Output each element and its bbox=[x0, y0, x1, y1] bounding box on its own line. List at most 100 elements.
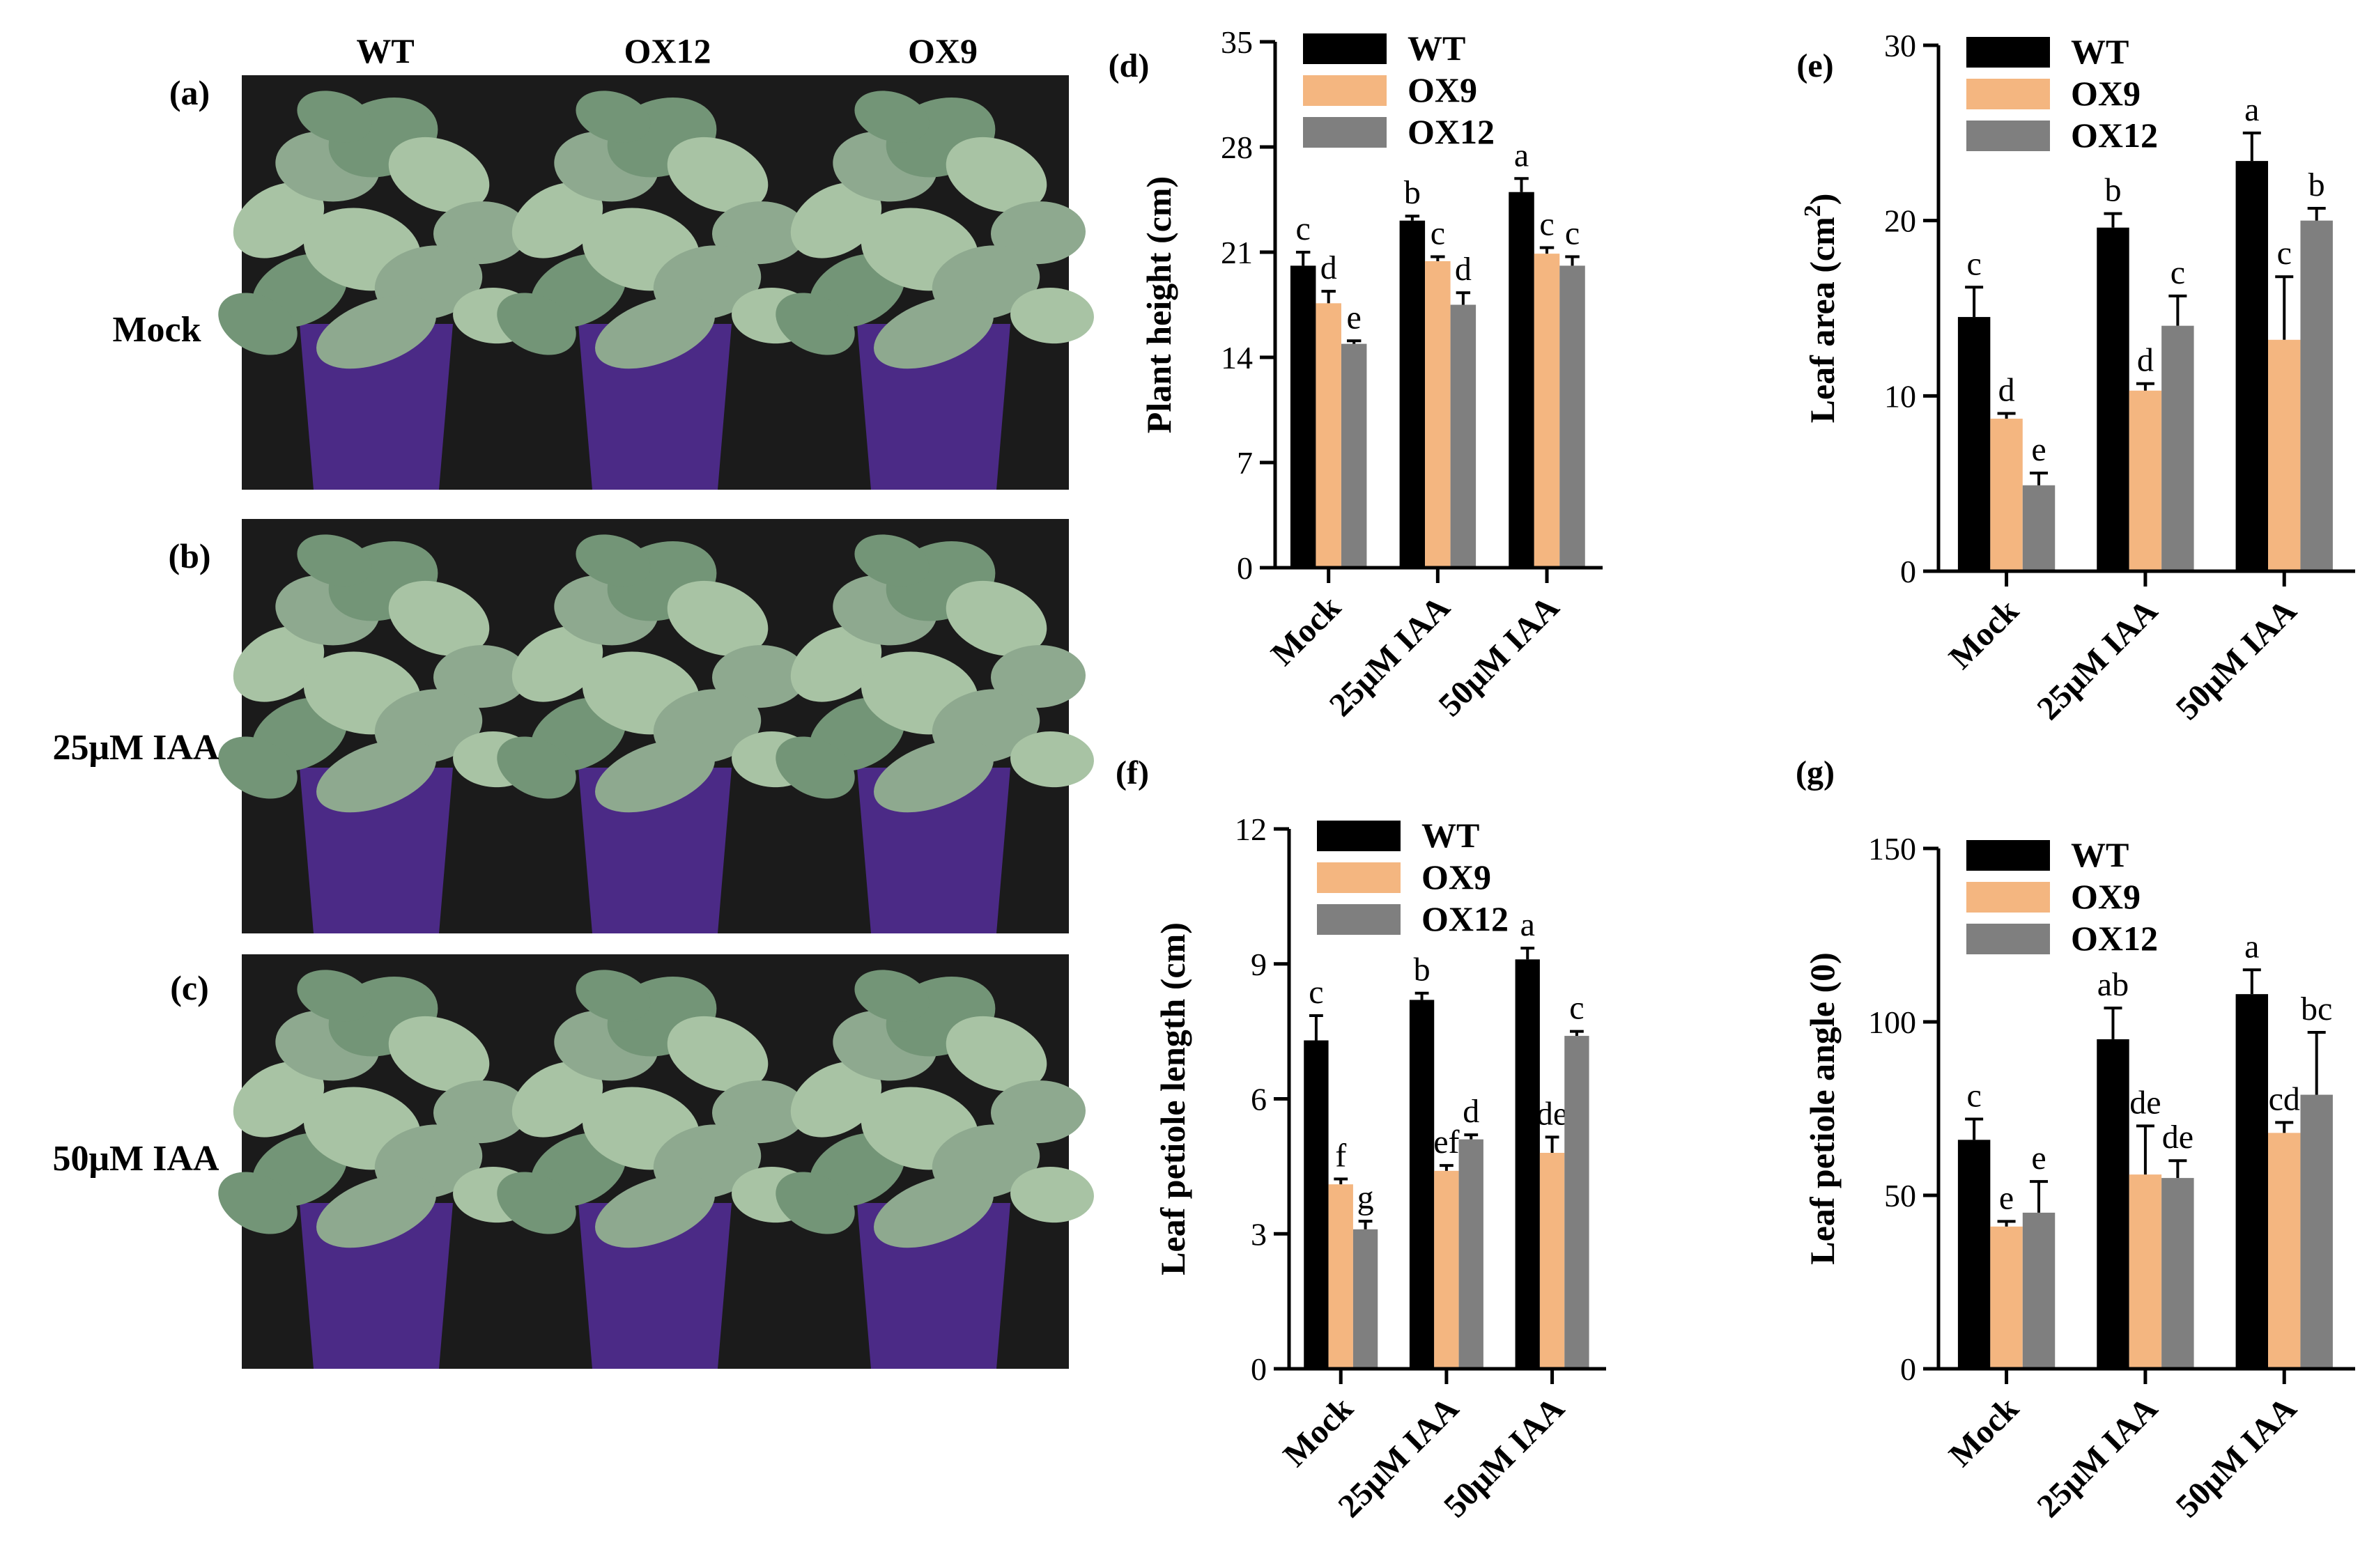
panel-label: (g) bbox=[1796, 754, 1835, 791]
legend-swatch-ox12 bbox=[1317, 904, 1401, 935]
y-axis-label-text: Plant height (cm) bbox=[1139, 176, 1178, 433]
leaf bbox=[497, 1172, 576, 1234]
leaf bbox=[511, 1061, 603, 1138]
leaf bbox=[497, 736, 576, 799]
legend-label-ox12: OX12 bbox=[1408, 112, 1495, 151]
column-header-ox9: OX9 bbox=[908, 31, 978, 70]
legend-label-wt: WT bbox=[2071, 835, 2129, 874]
bar-ox9-1 bbox=[2129, 390, 2162, 571]
legend-swatch-ox12 bbox=[1966, 121, 2050, 151]
y-axis-label-text: Leaf area (cm bbox=[1803, 217, 1842, 423]
significance-letter: c bbox=[1309, 974, 1323, 1011]
leaf bbox=[316, 1174, 436, 1248]
significance-letter: b bbox=[1404, 174, 1421, 211]
y-tick-label: 3 bbox=[1251, 1216, 1267, 1252]
leaf bbox=[1010, 1167, 1094, 1223]
leaf bbox=[388, 580, 490, 656]
significance-letter: e bbox=[2031, 431, 2046, 468]
legend-swatch-wt bbox=[1966, 37, 2050, 68]
y-tick-label: 28 bbox=[1221, 130, 1253, 165]
leaf bbox=[790, 1061, 882, 1138]
bar-ox12-0 bbox=[1341, 343, 1367, 568]
leaf bbox=[946, 1016, 1047, 1092]
leaf bbox=[316, 739, 436, 813]
bar-ox9-0 bbox=[1316, 303, 1341, 568]
legend-swatch-ox9 bbox=[1303, 75, 1387, 106]
bar-ox9-1 bbox=[2129, 1174, 2162, 1369]
leaf bbox=[946, 580, 1047, 656]
significance-letter: c bbox=[1569, 990, 1584, 1027]
leaf bbox=[946, 137, 1047, 212]
leaf bbox=[790, 182, 882, 258]
plant-foliage bbox=[218, 970, 537, 1248]
plant-foliage bbox=[497, 91, 815, 369]
bar-ox12-1 bbox=[2161, 1178, 2194, 1369]
significance-letter: de bbox=[2129, 1084, 2161, 1121]
leaf bbox=[991, 645, 1086, 708]
plant-foliage bbox=[776, 534, 1094, 813]
leaf bbox=[1010, 731, 1094, 788]
bar-ox12-1 bbox=[1450, 304, 1477, 568]
significance-letter: c bbox=[1966, 1077, 1981, 1114]
legend-label-ox9: OX9 bbox=[2071, 877, 2141, 916]
y-tick-label: 14 bbox=[1221, 340, 1253, 375]
significance-letter: c bbox=[1296, 210, 1311, 247]
bar-ox9-2 bbox=[2268, 1133, 2301, 1369]
significance-letter: e bbox=[2031, 1140, 2046, 1177]
panel-label: (f) bbox=[1116, 754, 1149, 791]
significance-letter: c bbox=[1565, 215, 1580, 251]
y-axis-label-close: ) bbox=[1803, 194, 1842, 205]
significance-letter: c bbox=[2171, 254, 2185, 291]
legend-label-ox12: OX12 bbox=[2071, 919, 2158, 958]
y-axis-label-text: Leaf petiole angle (0) bbox=[1803, 952, 1842, 1265]
y-tick-label: 30 bbox=[1884, 28, 1916, 63]
legend-label-wt: WT bbox=[2071, 32, 2129, 71]
y-tick-label: 21 bbox=[1221, 235, 1253, 270]
row-label: 50μM IAA bbox=[53, 1139, 219, 1179]
leaf bbox=[433, 201, 528, 265]
legend-swatch-ox9 bbox=[1966, 79, 2050, 109]
leaf bbox=[874, 1174, 994, 1248]
significance-letter: e bbox=[1999, 1179, 2014, 1216]
bar-ox9-1 bbox=[1434, 1170, 1459, 1369]
panel-label: (d) bbox=[1109, 47, 1150, 84]
leaf bbox=[1010, 288, 1094, 344]
leaf bbox=[218, 736, 298, 799]
column-header-ox12: OX12 bbox=[624, 31, 711, 70]
leaf bbox=[667, 1016, 769, 1092]
leaf bbox=[854, 970, 930, 1022]
leaf bbox=[511, 626, 603, 702]
significance-letter: a bbox=[2244, 928, 2259, 965]
legend-swatch-ox12 bbox=[1966, 924, 2050, 954]
significance-letter: d bbox=[1998, 372, 2015, 409]
bar-ox9-2 bbox=[1534, 254, 1560, 568]
significance-letter: de bbox=[1536, 1095, 1568, 1132]
leaf bbox=[854, 534, 930, 587]
plant-foliage bbox=[497, 534, 815, 813]
bar-ox12-2 bbox=[2300, 1094, 2333, 1369]
plant-foliage bbox=[776, 970, 1094, 1248]
y-tick-label: 6 bbox=[1251, 1082, 1267, 1117]
column-header-wt: WT bbox=[356, 31, 414, 70]
significance-letter: g bbox=[1357, 1179, 1374, 1216]
bar-ox9-0 bbox=[1328, 1184, 1353, 1369]
legend-label-ox9: OX9 bbox=[1421, 857, 1491, 896]
leaf bbox=[233, 1061, 325, 1138]
bar-wt-0 bbox=[1304, 1040, 1329, 1369]
leaf bbox=[991, 1080, 1086, 1144]
leaf bbox=[218, 293, 298, 355]
significance-letter: c bbox=[1966, 245, 1981, 282]
bar-ox9-0 bbox=[1990, 419, 2023, 571]
bar-ox9-2 bbox=[1539, 1153, 1565, 1369]
bar-ox12-2 bbox=[1564, 1036, 1589, 1369]
bar-wt-1 bbox=[1409, 1000, 1435, 1369]
legend-swatch-wt bbox=[1966, 840, 2050, 871]
legend-swatch-ox9 bbox=[1966, 882, 2050, 913]
leaf bbox=[316, 295, 436, 369]
leaf bbox=[776, 736, 855, 799]
leaf bbox=[874, 295, 994, 369]
panel-label: (c) bbox=[170, 968, 209, 1007]
leaf bbox=[576, 91, 651, 143]
leaf bbox=[667, 137, 769, 212]
